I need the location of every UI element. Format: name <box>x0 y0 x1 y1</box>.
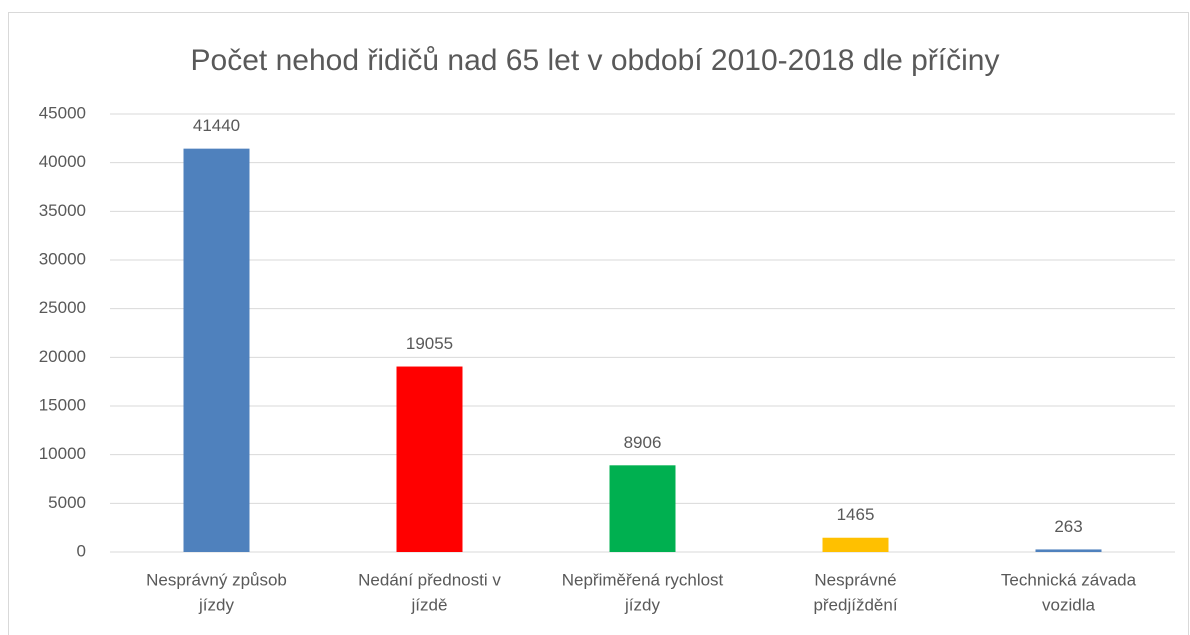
data-label: 1465 <box>837 505 875 524</box>
x-tick-label: jízdy <box>198 595 234 614</box>
data-label: 41440 <box>193 116 240 135</box>
bar <box>609 465 676 552</box>
bar <box>183 148 250 552</box>
y-tick-label: 45000 <box>39 103 86 122</box>
bar <box>1035 549 1102 552</box>
y-tick-label: 0 <box>77 541 86 560</box>
data-label: 8906 <box>624 433 662 452</box>
x-tick-label: Nesprávný způsob <box>146 570 287 589</box>
y-tick-label: 5000 <box>48 493 86 512</box>
y-tick-label: 40000 <box>39 152 86 171</box>
y-tick-label: 10000 <box>39 444 86 463</box>
bar <box>396 366 463 552</box>
chart-title: Počet nehod řidičů nad 65 let v období 2… <box>191 44 1000 77</box>
y-tick-label: 25000 <box>39 298 86 317</box>
y-tick-label: 15000 <box>39 395 86 414</box>
y-tick-label: 20000 <box>39 347 86 366</box>
data-label: 263 <box>1054 517 1082 536</box>
x-tick-label: jízdy <box>624 595 660 614</box>
x-tick-label: vozidla <box>1042 595 1095 614</box>
data-label: 19055 <box>406 334 453 353</box>
x-tick-label: Nepřiměřená rychlost <box>562 570 724 589</box>
x-tick-label: předjíždění <box>813 595 897 614</box>
x-tick-label: Technická závada <box>1001 570 1137 589</box>
x-tick-label: Nedání přednosti v <box>358 570 501 589</box>
y-tick-label: 35000 <box>39 201 86 220</box>
x-tick-label: Nesprávné <box>814 570 896 589</box>
bar <box>822 537 889 552</box>
y-tick-label: 30000 <box>39 249 86 268</box>
x-tick-label: jízdě <box>411 595 448 614</box>
